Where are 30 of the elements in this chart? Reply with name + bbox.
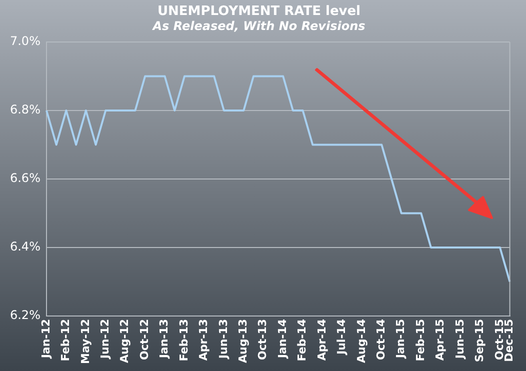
x-tick-label: Jan-14 [276, 318, 289, 360]
x-tick-label: Feb-14 [296, 318, 309, 362]
x-tick-label: Apr-14 [315, 318, 328, 361]
x-tick-label: Feb-13 [177, 318, 190, 362]
x-tick-label: Aug-13 [236, 318, 250, 364]
x-tick-label: Jan-13 [158, 318, 171, 360]
x-tick-label: Apr-13 [197, 318, 210, 361]
x-tick-label: Oct-12 [138, 318, 151, 360]
x-tick-label: Aug-14 [354, 318, 368, 364]
x-tick-label: Jun-15 [453, 318, 466, 360]
x-tick-label: Oct-14 [374, 318, 388, 360]
x-tick-label: Jun-12 [98, 318, 112, 360]
y-tick-label: 6.2% [10, 308, 40, 322]
x-tick-label: May-12 [78, 318, 92, 364]
chart-subtitle: As Released, With No Revisions [152, 18, 366, 33]
y-tick-label: 6.4% [10, 240, 40, 254]
y-tick-label: 6.8% [10, 102, 40, 117]
x-tick-label: Jan-15 [394, 318, 408, 360]
x-tick-label: Jul-14 [335, 318, 348, 356]
x-tick-label: Feb-15 [414, 318, 427, 362]
x-tick-label: Oct-13 [256, 318, 270, 360]
x-tick-label: Feb-12 [59, 318, 72, 362]
y-tick-label: 7.0% [10, 34, 40, 48]
x-tick-label: Aug-12 [118, 318, 132, 364]
x-tick-label: Jan-12 [39, 318, 52, 360]
chart-title: UNEMPLOYMENT RATE level [157, 4, 361, 20]
x-tick-label: Apr-15 [434, 318, 447, 361]
x-tick-label: Jun-13 [216, 318, 230, 360]
y-tick-label: 6.6% [10, 171, 40, 186]
x-tick-label: Sep-15 [473, 318, 486, 362]
